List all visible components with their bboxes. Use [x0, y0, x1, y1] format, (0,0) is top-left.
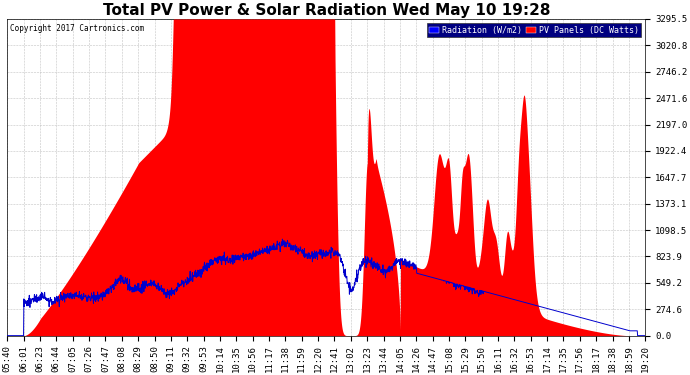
Legend: Radiation (W/m2), PV Panels (DC Watts): Radiation (W/m2), PV Panels (DC Watts) — [427, 23, 641, 37]
Text: Copyright 2017 Cartronics.com: Copyright 2017 Cartronics.com — [10, 24, 145, 33]
Title: Total PV Power & Solar Radiation Wed May 10 19:28: Total PV Power & Solar Radiation Wed May… — [103, 3, 550, 18]
